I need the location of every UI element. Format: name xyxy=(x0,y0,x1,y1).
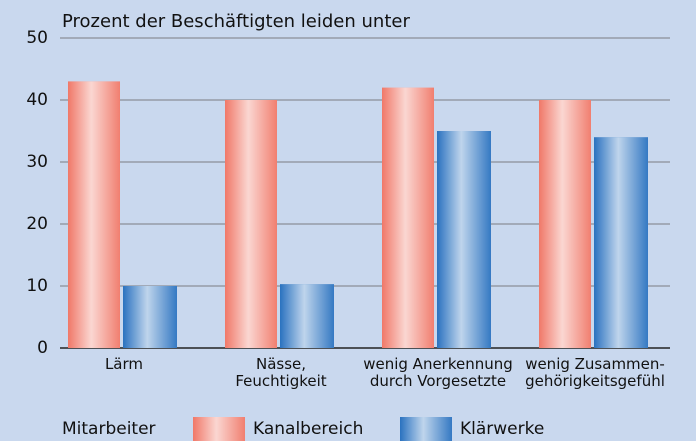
legend-label: Kanalbereich xyxy=(253,419,363,439)
x-tick-label: wenig Zusammen- gehörigkeitsgefühl xyxy=(525,355,665,390)
y-tick-label: 20 xyxy=(26,214,48,234)
bar-highlight xyxy=(225,100,277,348)
y-tick-label: 40 xyxy=(26,90,48,110)
bar-highlight xyxy=(68,81,120,349)
bar-highlight xyxy=(539,100,591,348)
y-tick-label: 0 xyxy=(37,338,48,358)
legend-swatch-highlight xyxy=(193,417,245,441)
x-tick-label: Nässe, Feuchtigkeit xyxy=(235,355,327,390)
legend-swatch-highlight xyxy=(400,417,452,441)
bar-highlight xyxy=(437,131,491,348)
x-tick-label: wenig Anerkennung durch Vorgesetzte xyxy=(363,355,513,390)
y-tick-label: 30 xyxy=(26,152,48,172)
x-tick-label: Lärm xyxy=(104,355,144,373)
bar-highlight xyxy=(594,137,648,348)
legend-label: Klärwerke xyxy=(460,419,544,439)
bar-highlight xyxy=(382,87,434,348)
y-tick-label: 10 xyxy=(26,276,48,296)
bar-highlight xyxy=(280,284,334,348)
chart-title: Prozent der Beschäftigten leiden unter xyxy=(62,11,410,32)
legend-title: Mitarbeiter xyxy=(62,419,156,439)
y-tick-label: 50 xyxy=(26,28,48,48)
bar-highlight xyxy=(123,286,177,348)
